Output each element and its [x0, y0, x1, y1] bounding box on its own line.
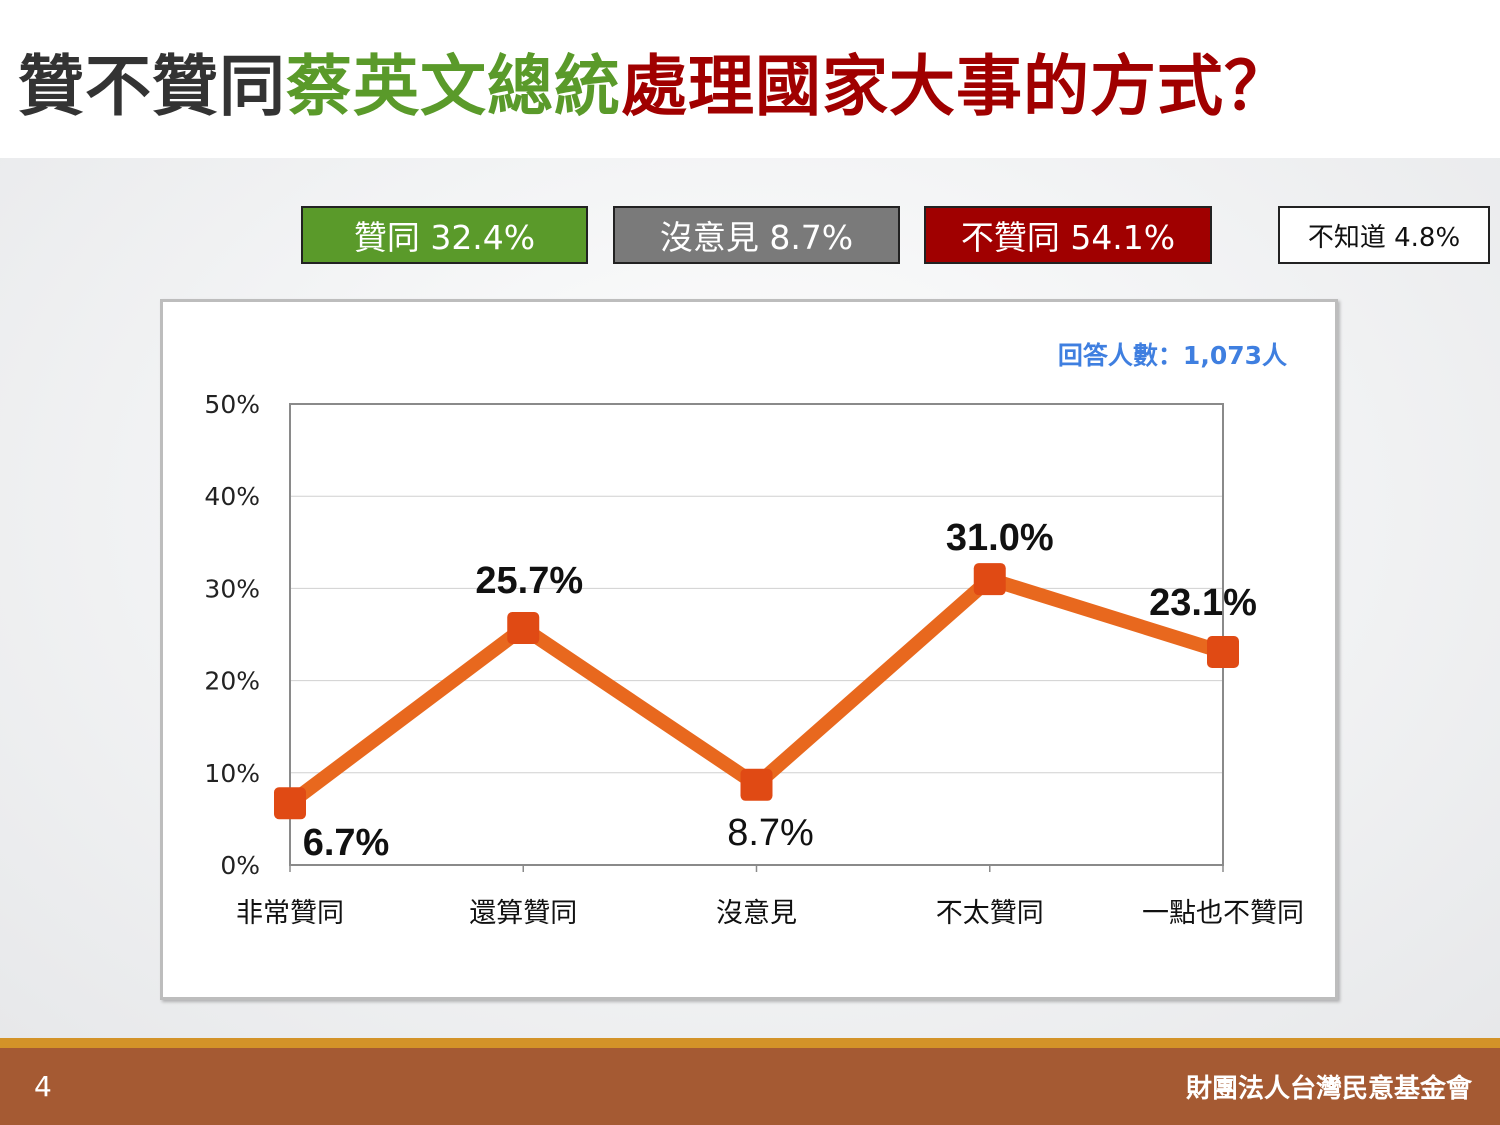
- summary-disapprove: 不贊同 54.1%: [924, 206, 1212, 264]
- page-title: 贊不贊同蔡英文總統處理國家大事的方式？: [18, 42, 1291, 132]
- title-part-1: 贊不贊同: [18, 48, 286, 125]
- title-part-3: 處理國家大事的方式？: [621, 48, 1291, 125]
- title-bar: 贊不贊同蔡英文總統處理國家大事的方式？: [0, 0, 1500, 158]
- footer-stripe: [0, 1038, 1500, 1048]
- chart-frame: [160, 299, 1338, 1000]
- footer-bar: [0, 1048, 1500, 1125]
- summary-approve: 贊同 32.4%: [301, 206, 588, 264]
- organization-name: 財團法人台灣民意基金會: [1185, 1074, 1472, 1104]
- page-number: 4: [34, 1070, 52, 1103]
- title-part-2: 蔡英文總統: [286, 48, 621, 125]
- summary-dont-know: 不知道 4.8%: [1278, 206, 1490, 264]
- summary-no-opinion: 沒意見 8.7%: [613, 206, 900, 264]
